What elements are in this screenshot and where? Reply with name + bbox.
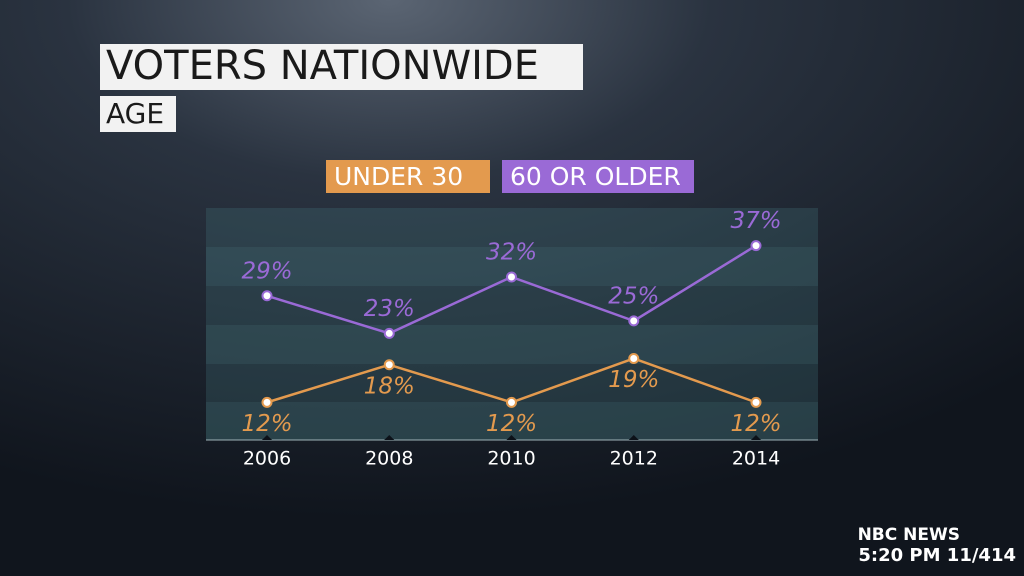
data-label: 29% <box>241 258 292 284</box>
chart-title: VOTERS NATIONWIDE <box>106 43 539 89</box>
data-label: 12% <box>730 411 781 437</box>
legend-box <box>326 160 490 193</box>
data-label: 12% <box>486 411 537 437</box>
x-tick <box>506 435 517 440</box>
data-label: 23% <box>364 296 415 322</box>
legend-box <box>502 160 694 193</box>
x-tick <box>262 435 272 440</box>
data-point <box>628 352 640 364</box>
data-label: 18% <box>364 373 415 399</box>
legend-label: UNDER 30 <box>334 162 463 191</box>
x-tick-label: 2008 <box>365 448 413 470</box>
data-label: 19% <box>608 367 659 393</box>
data-point <box>750 240 762 252</box>
data-label: 37% <box>730 208 781 234</box>
x-tick-label: 2012 <box>610 448 658 470</box>
x-tick <box>384 435 395 440</box>
data-point <box>261 290 273 302</box>
data-point <box>383 359 395 371</box>
subtitle-box <box>100 96 176 132</box>
data-point <box>261 396 273 408</box>
data-point <box>750 396 762 408</box>
data-point <box>628 315 640 327</box>
data-point <box>506 271 517 283</box>
timestamp: 5:20 PM 11/414 <box>858 545 1016 566</box>
data-point <box>506 396 517 408</box>
legend-label: 60 OR OLDER <box>510 162 681 191</box>
network-logo: NBC NEWS <box>858 525 960 545</box>
x-tick-label: 2006 <box>243 448 291 470</box>
title-box <box>100 44 583 90</box>
plot-stripe <box>206 325 818 364</box>
data-point <box>383 327 395 339</box>
x-tick <box>751 435 761 440</box>
chart-subtitle: AGE <box>106 97 164 130</box>
x-tick-label: 2014 <box>732 448 780 470</box>
data-label: 12% <box>241 411 292 437</box>
x-tick-label: 2010 <box>487 448 535 470</box>
data-label: 32% <box>486 239 537 265</box>
plot-stripe <box>206 402 818 440</box>
data-label: 25% <box>608 283 659 309</box>
x-tick <box>628 435 639 440</box>
